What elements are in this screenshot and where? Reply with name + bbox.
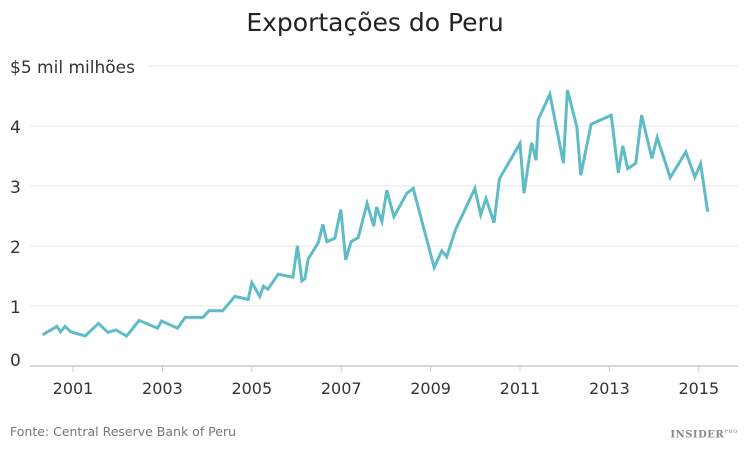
source-note: Fonte: Central Reserve Bank of Peru	[10, 424, 237, 439]
x-tick-label: 2011	[500, 379, 541, 398]
y-tick-label: 4	[10, 118, 21, 138]
x-tick-label: 2007	[321, 379, 362, 398]
chart-title: Exportações do Peru	[246, 8, 504, 37]
x-tick-label: 2015	[678, 379, 719, 398]
y-tick-label: $5 mil milhões	[10, 58, 135, 78]
x-tick-label: 2001	[53, 379, 94, 398]
x-tick-label: 2003	[142, 379, 183, 398]
y-tick-label: 1	[10, 298, 21, 318]
insider-pro-logo: INSIDERPRO	[670, 429, 738, 441]
series-line	[41, 89, 710, 338]
x-tick-label: 2009	[410, 379, 451, 398]
y-tick-label: 2	[10, 238, 21, 258]
x-tick-label: 2005	[231, 379, 272, 398]
y-tick-label: 3	[10, 178, 21, 198]
x-tick-label: 2013	[589, 379, 630, 398]
y-tick-label: 0	[10, 351, 21, 371]
